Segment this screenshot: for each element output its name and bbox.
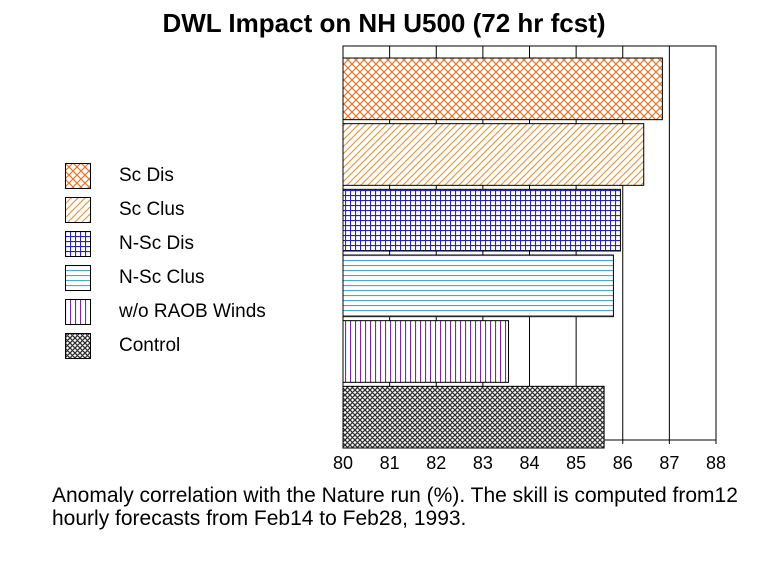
bar-sc-clus [342, 123, 645, 186]
x-tick-label: 85 [566, 453, 586, 473]
x-tick-label: 81 [380, 453, 400, 473]
legend-swatch-n-sc-clus [65, 265, 91, 291]
bar-n-sc-dis [342, 188, 621, 252]
legend-label: N-Sc Dis [119, 233, 194, 254]
legend-swatch-n-sc-dis [65, 231, 91, 257]
x-tick-label: 84 [519, 453, 539, 473]
bar-w-o-raob-winds [342, 320, 510, 383]
legend-label: N-Sc Clus [119, 267, 205, 288]
legend-swatch-sc-clus [65, 197, 91, 223]
x-tick-label: 82 [426, 453, 446, 473]
legend-swatch-sc-dis [65, 163, 91, 189]
legend-swatch-control [65, 333, 91, 359]
x-tick-label: 83 [473, 453, 493, 473]
x-tick-label: 87 [659, 453, 679, 473]
chart-title: DWL Impact on NH U500 (72 hr fcst) [162, 8, 606, 38]
bars-group [342, 57, 663, 449]
legend-label: w/o RAOB Winds [119, 301, 266, 322]
legend-label: Sc Clus [119, 199, 185, 220]
chart-caption: Anomaly correlation with the Nature run … [52, 484, 738, 530]
legend-swatch-wo-raob-winds [65, 299, 91, 325]
x-tick-label: 80 [333, 453, 353, 473]
bar-control [342, 385, 605, 449]
x-tick-label: 86 [613, 453, 633, 473]
legend-label: Control [119, 335, 181, 356]
legend-label: Sc Dis [119, 165, 174, 186]
x-tick-labels: 80 81 82 83 84 85 86 87 88 [333, 453, 726, 473]
bar-sc-dis [342, 57, 663, 121]
x-tick-label: 88 [706, 453, 726, 473]
bar-n-sc-clus [342, 254, 614, 318]
